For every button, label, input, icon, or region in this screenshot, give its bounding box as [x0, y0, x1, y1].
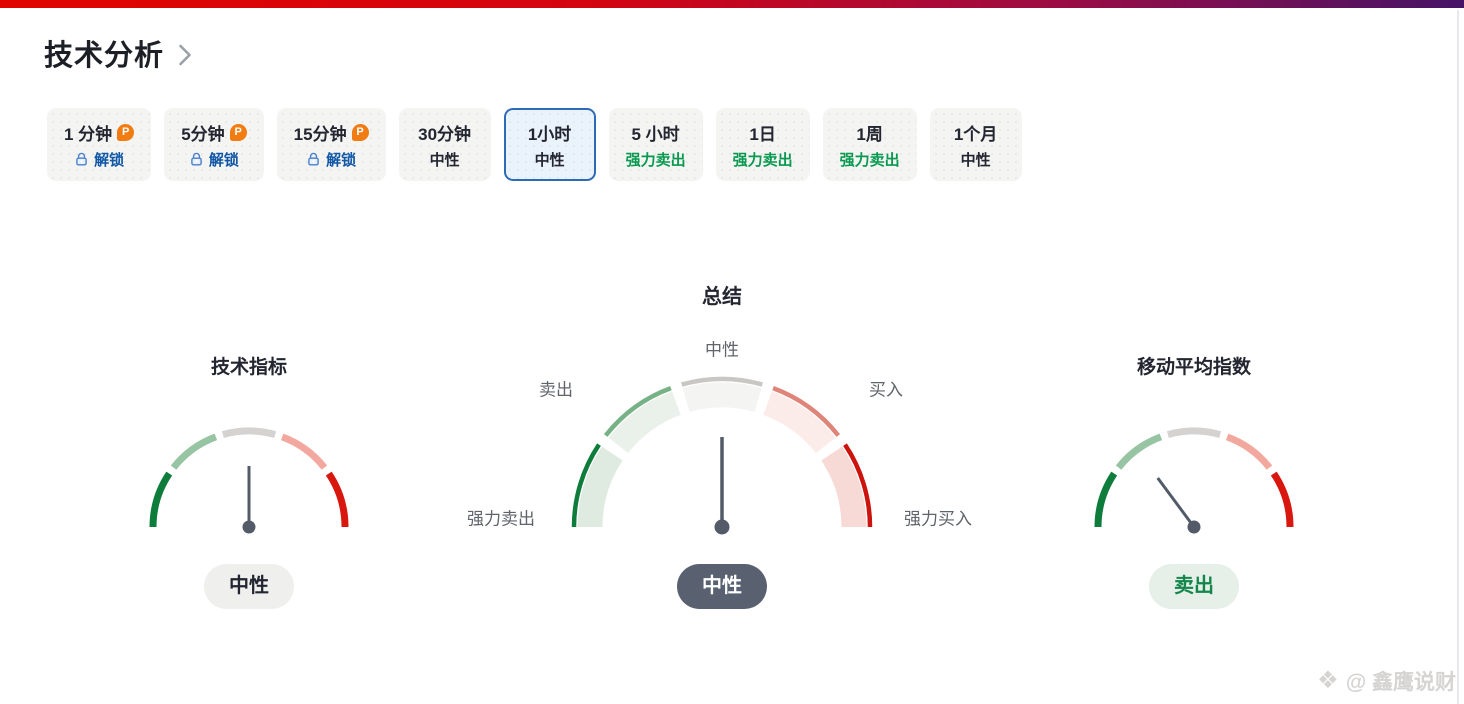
- tab-label-row: 30分钟: [418, 120, 471, 145]
- gauge-chart: [1094, 427, 1294, 534]
- unlock-label: 解锁: [326, 151, 357, 169]
- gauge-title: 总结: [702, 286, 742, 308]
- page-header: 技术分析: [44, 32, 192, 74]
- watermark: ❖ @ 鑫鹰说财: [1317, 666, 1456, 696]
- tab-label-row: 15分钟 P: [294, 120, 369, 145]
- tab-label-row: 1个月: [954, 120, 997, 145]
- tab-label: 1 分钟: [64, 124, 113, 144]
- watermark-text: @ 鑫鹰说财: [1345, 671, 1456, 694]
- gauge-scale-label: 强力买入: [904, 509, 972, 529]
- unlock-button[interactable]: 解锁: [189, 149, 239, 170]
- gauge-verdict-pill: 卖出: [1149, 564, 1239, 609]
- gauge-title: 技术指标: [210, 357, 287, 378]
- gauge-chart: [149, 427, 349, 534]
- tab-verdict: 中性: [960, 151, 991, 169]
- gauge-scale-label: 强力卖出: [467, 509, 535, 529]
- gauge-needle: [1156, 477, 1196, 528]
- timeframe-tab-9[interactable]: 1个月中性: [929, 108, 1022, 181]
- scrollbar[interactable]: [1457, 10, 1459, 704]
- timeframe-tab-3[interactable]: 15分钟 P 解锁: [276, 108, 386, 181]
- tab-verdict: 中性: [429, 151, 460, 169]
- gauge-verdict-pill: 中性: [677, 564, 767, 609]
- gauge-scale-label: 卖出: [539, 380, 573, 400]
- tab-label: 1个月: [953, 124, 998, 144]
- tab-verdict: 强力卖出: [625, 151, 686, 169]
- timeframe-tabs: 1 分钟 P 解锁 5分钟 P 解锁 15分钟 P 解锁 30分钟 中性 1小时 中性 5 小时 强力卖出 1…: [47, 108, 1022, 181]
- timeframe-tab-1[interactable]: 1 分钟 P 解锁: [47, 108, 152, 181]
- tab-label-row: 5 小时: [631, 120, 679, 145]
- gauge-needle-pivot: [714, 519, 730, 535]
- timeframe-tab-5[interactable]: 1小时中性: [503, 108, 596, 181]
- tab-label-row: 5分钟 P: [181, 120, 247, 145]
- tab-label-row: 1周: [856, 120, 882, 145]
- timeframe-tab-2[interactable]: 5分钟 P 解锁: [164, 108, 264, 181]
- unlock-label: 解锁: [94, 151, 125, 169]
- tab-label-row: 1 分钟 P: [64, 120, 135, 145]
- tab-label: 1周: [856, 124, 883, 144]
- gauge-verdict-pill: 中性: [204, 564, 294, 609]
- tab-label-row: 1小时: [528, 120, 571, 145]
- timeframe-tab-4[interactable]: 30分钟中性: [398, 108, 491, 181]
- tab-verdict: 中性: [534, 151, 565, 169]
- tab-verdict: 强力卖出: [732, 151, 793, 169]
- pro-badge-icon: P: [351, 123, 369, 141]
- gauge-title: 移动平均指数: [1136, 357, 1251, 378]
- gauge-chart: [571, 376, 873, 535]
- tab-label: 30分钟: [418, 124, 472, 144]
- unlock-button[interactable]: 解锁: [306, 149, 356, 170]
- pro-badge-icon: P: [229, 123, 247, 141]
- timeframe-tab-7[interactable]: 1日强力卖出: [715, 108, 810, 181]
- tab-label: 5 小时: [631, 124, 680, 144]
- tab-label: 5分钟: [181, 124, 225, 144]
- lock-icon: [76, 152, 87, 165]
- gauge-2: 总结 强力卖出 卖出 中性 买入 强力买入 中性: [440, 270, 1004, 630]
- timeframe-tab-6[interactable]: 5 小时强力卖出: [608, 108, 703, 181]
- gauge-scale-label: 买入: [869, 380, 903, 400]
- tab-label-row: 1日: [749, 120, 775, 145]
- timeframe-tab-8[interactable]: 1周强力卖出: [822, 108, 917, 181]
- lock-icon: [191, 152, 202, 165]
- chevron-right-icon[interactable]: [178, 43, 192, 67]
- page-title: 技术分析: [44, 40, 165, 72]
- tab-verdict: 强力卖出: [839, 151, 900, 169]
- gauge-scale-label: 中性: [705, 340, 739, 360]
- unlock-button[interactable]: 解锁: [74, 149, 124, 170]
- gauge-1: 技术指标 中性: [139, 340, 359, 630]
- tab-label: 1日: [749, 124, 776, 144]
- unlock-label: 解锁: [208, 151, 239, 169]
- pro-badge-icon: P: [117, 123, 135, 141]
- diamond-logo-icon: ❖: [1317, 667, 1339, 694]
- gauge-needle-pivot: [1187, 520, 1201, 534]
- gauge-needle-pivot: [242, 520, 256, 534]
- top-accent-bar: [0, 0, 1464, 8]
- tab-label: 15分钟: [293, 124, 347, 144]
- lock-icon: [308, 152, 319, 165]
- gauge-3: 移动平均指数 卖出: [1084, 340, 1304, 630]
- tab-label: 1小时: [527, 124, 572, 144]
